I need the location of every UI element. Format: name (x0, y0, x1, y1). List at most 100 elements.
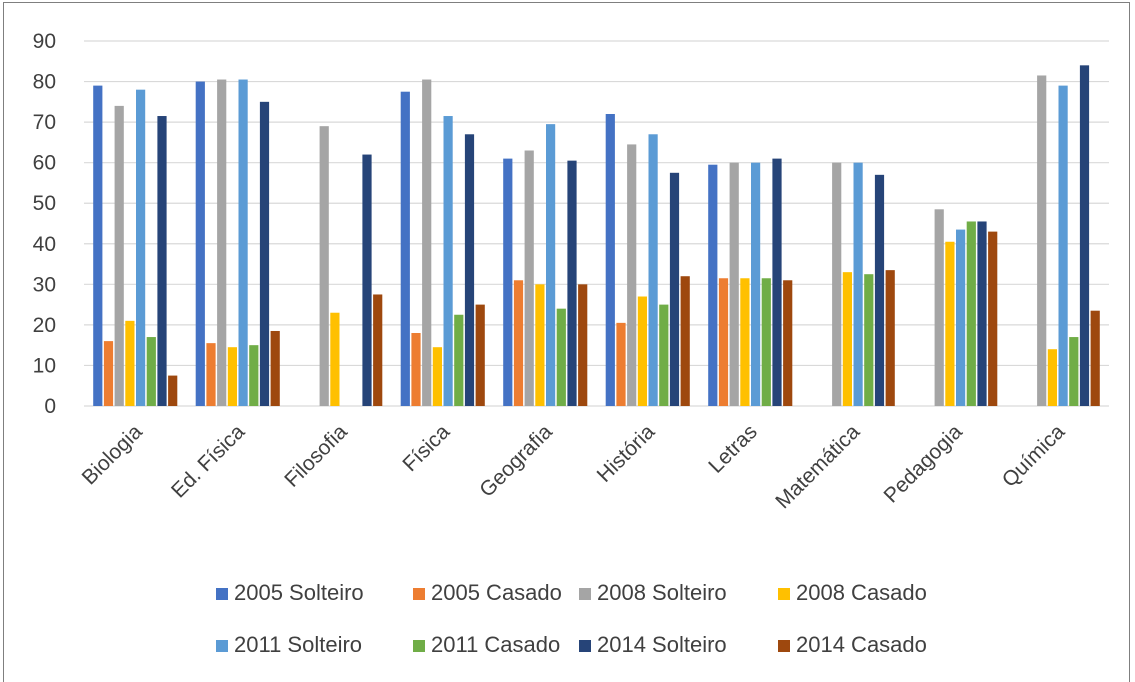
x-category-label: Matemática (771, 420, 864, 513)
bar (330, 312, 340, 406)
bar (146, 337, 156, 406)
y-tick-label: 30 (33, 273, 56, 296)
y-tick-label: 10 (33, 354, 56, 377)
bar (751, 162, 761, 406)
y-tick-label: 70 (33, 111, 56, 134)
bar (885, 270, 895, 406)
bar (227, 347, 237, 406)
bar (729, 162, 739, 406)
bar (270, 330, 280, 406)
bar (853, 162, 863, 406)
bar (783, 280, 793, 406)
bar (627, 144, 637, 406)
bar (259, 101, 270, 406)
bar (1037, 75, 1047, 406)
x-axis-category-labels: Biologia Ed. Física Filosofia Física Geograf… (78, 420, 1070, 513)
bar (659, 304, 669, 406)
bar (1047, 349, 1057, 406)
legend-entry-label: 2008 Solteiro (597, 580, 727, 605)
bar (400, 91, 410, 406)
x-category-label: Letras (704, 420, 762, 478)
legend-entry-label: 2005 Solteiro (234, 580, 364, 605)
bar (988, 231, 998, 406)
y-tick-label: 20 (33, 314, 56, 337)
bar (578, 284, 588, 406)
legend-entry-label: 2005 Casado (431, 580, 562, 605)
bar (125, 320, 135, 406)
bar (945, 241, 955, 406)
legend-swatch (216, 588, 228, 600)
bar (1079, 65, 1090, 407)
bar (168, 375, 178, 406)
bar (864, 274, 874, 406)
legend-entry-label: 2008 Casado (796, 580, 927, 605)
bar (648, 134, 658, 406)
legend-swatch (778, 588, 790, 600)
bar (966, 221, 976, 406)
x-category-label: Física (398, 420, 454, 476)
bar (503, 158, 513, 406)
bar (616, 322, 626, 406)
bar (238, 79, 248, 407)
bar (680, 276, 690, 406)
bar (103, 341, 114, 406)
legend-entry-label: 2014 Casado (796, 632, 927, 657)
bar (373, 294, 383, 406)
chart-frame: 0 10 20 30 40 50 60 70 80 90 Biologia Ed. Física Fi… (3, 2, 1130, 682)
bar (718, 278, 729, 406)
bar (249, 345, 259, 406)
legend-swatch (579, 588, 591, 600)
bar (513, 280, 524, 406)
bar (206, 343, 216, 406)
bar (977, 221, 987, 406)
bar (842, 272, 852, 406)
x-category-label: História (593, 420, 660, 487)
y-tick-label: 90 (33, 30, 56, 53)
bar (464, 134, 475, 406)
y-tick-label: 40 (33, 233, 56, 256)
bar (708, 164, 718, 406)
x-category-label: Química (998, 420, 1070, 492)
bar (217, 79, 227, 407)
legend-swatch (778, 640, 790, 652)
grouped-bar-chart: 0 10 20 30 40 50 60 70 80 90 Biologia Ed. Física Fi… (33, 30, 1109, 657)
bar (740, 278, 750, 406)
x-category-label: Ed. Física (167, 420, 250, 503)
legend-swatch (413, 588, 425, 600)
legend-entry-label: 2014 Solteiro (597, 632, 727, 657)
bar (422, 79, 432, 407)
bar (874, 174, 885, 406)
bar (934, 209, 944, 406)
y-tick-label: 80 (33, 71, 56, 94)
bar (432, 347, 442, 406)
x-category-label: Pedagogia (880, 420, 968, 508)
bar (605, 114, 615, 406)
y-tick-label: 0 (44, 395, 56, 418)
y-tick-label: 60 (33, 152, 56, 175)
bar (319, 126, 329, 407)
bars (93, 65, 1100, 407)
bar (443, 116, 453, 407)
legend: 2005 Solteiro 2005 Casado 2008 Solteiro 200… (216, 580, 927, 657)
x-category-label: Biologia (78, 420, 147, 489)
bar (454, 314, 464, 406)
legend-swatch (216, 640, 228, 652)
bar (556, 308, 566, 406)
bar (114, 105, 124, 406)
bar (567, 160, 577, 406)
bar (637, 296, 647, 406)
bar (93, 85, 103, 406)
legend-swatch (579, 640, 591, 652)
bar (832, 162, 842, 406)
bar (136, 89, 146, 407)
bar (761, 278, 771, 406)
bar (1058, 85, 1068, 406)
bar (1090, 310, 1100, 406)
bar (195, 81, 205, 407)
bar (956, 229, 966, 406)
legend-swatch (413, 640, 425, 652)
bar (535, 284, 545, 406)
bar (362, 154, 372, 406)
y-axis-tick-labels: 0 10 20 30 40 50 60 70 80 90 (33, 30, 56, 418)
bar (411, 333, 421, 406)
